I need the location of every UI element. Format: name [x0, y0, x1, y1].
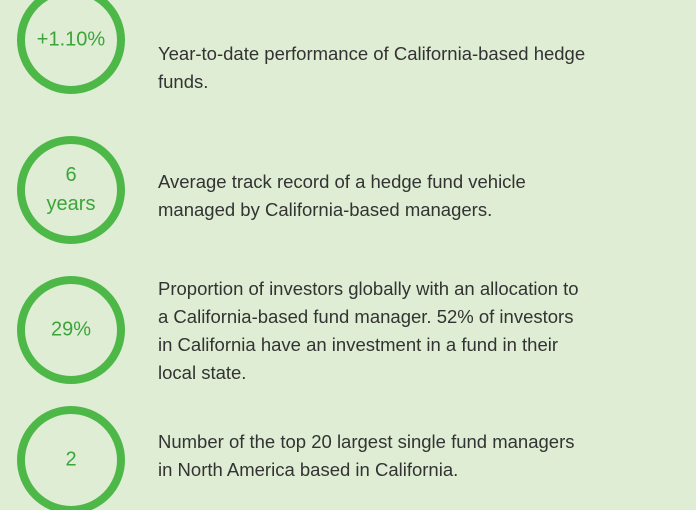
stat-circle: [17, 0, 125, 94]
stat-description: local state.: [158, 362, 246, 383]
stat-value: 29%: [51, 318, 91, 340]
stat-value: years: [47, 193, 96, 215]
stat-value: 6: [65, 164, 76, 186]
stat-circle: [17, 136, 125, 244]
stat-description: in North America based in California.: [158, 459, 458, 480]
stat-description: Number of the top 20 largest single fund…: [158, 431, 575, 452]
stat-description: Average track record of a hedge fund veh…: [158, 171, 526, 192]
stat-description: funds.: [158, 71, 208, 92]
stat-value: 2: [65, 448, 76, 470]
stat-circle: [17, 406, 125, 510]
stat-description: Proportion of investors globally with an…: [158, 278, 579, 299]
stat-description: in California have an investment in a fu…: [158, 334, 558, 355]
stat-description: a California-based fund manager. 52% of …: [158, 306, 573, 327]
stat-description: managed by California-based managers.: [158, 199, 492, 220]
stat-description: Year-to-date performance of California-b…: [158, 43, 585, 64]
stat-value: +1.10%: [37, 28, 106, 50]
stat-circle: [17, 276, 125, 384]
